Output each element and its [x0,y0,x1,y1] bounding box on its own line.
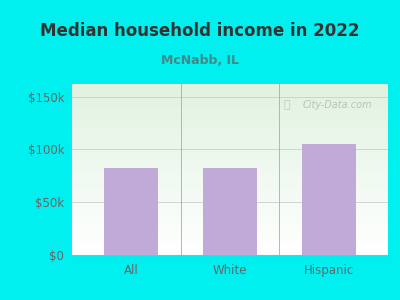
Text: McNabb, IL: McNabb, IL [161,53,239,67]
Bar [302,144,356,255]
Text: Median household income in 2022: Median household income in 2022 [40,22,360,40]
Text: City-Data.com: City-Data.com [303,100,372,110]
Text: ⓘ: ⓘ [284,100,290,110]
Bar [203,168,257,255]
Bar [104,168,158,255]
